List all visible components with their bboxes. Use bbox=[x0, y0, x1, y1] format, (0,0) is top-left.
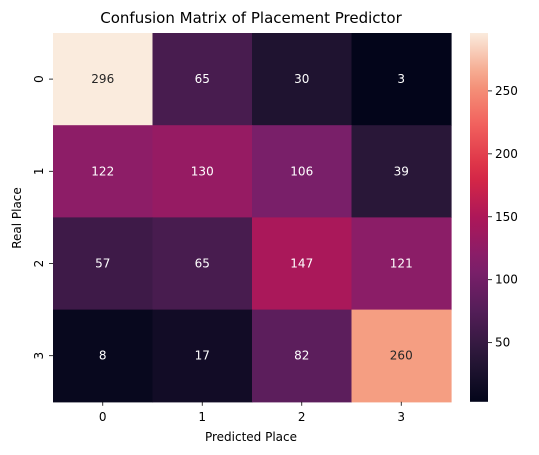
heatmap-cell bbox=[351, 309, 452, 403]
cell-value-label: 260 bbox=[390, 349, 413, 363]
cell-value-label: 121 bbox=[390, 257, 413, 271]
heatmap-cell bbox=[53, 217, 154, 311]
cell-value-label: 122 bbox=[91, 164, 114, 178]
chart-title: Confusion Matrix of Placement Predictor bbox=[100, 9, 402, 27]
cell-value-label: 65 bbox=[195, 72, 210, 86]
heatmap-cell bbox=[351, 33, 452, 126]
y-tick-label: 3 bbox=[32, 352, 46, 360]
heatmap-cell bbox=[152, 309, 253, 403]
y-tick-label: 2 bbox=[32, 260, 46, 268]
heatmap-cell bbox=[53, 33, 154, 126]
colorbar-tick-label: 100 bbox=[495, 273, 518, 287]
x-tick-label: 2 bbox=[298, 410, 306, 424]
y-tick-label: 0 bbox=[32, 75, 46, 83]
colorbar-gradient bbox=[470, 33, 488, 402]
heatmap-cell bbox=[152, 217, 253, 311]
heatmap-cell bbox=[252, 309, 353, 403]
heatmap-cell bbox=[152, 125, 253, 218]
heatmap-cell bbox=[252, 125, 353, 218]
x-tick-label: 0 bbox=[99, 410, 107, 424]
heatmap-cell bbox=[252, 217, 353, 311]
y-axis: 0 1 2 3 bbox=[32, 75, 53, 360]
heatmap-cell bbox=[53, 309, 154, 403]
cell-value-label: 147 bbox=[290, 257, 313, 271]
colorbar-tick-label: 150 bbox=[495, 210, 518, 224]
colorbar-tick-label: 250 bbox=[495, 84, 518, 98]
x-axis-label: Predicted Place bbox=[205, 430, 297, 444]
cell-value-label: 130 bbox=[191, 164, 214, 178]
x-axis: 0 1 2 3 bbox=[99, 401, 405, 424]
heatmap-cell bbox=[351, 217, 452, 311]
cell-value-label: 39 bbox=[394, 164, 409, 178]
cell-value-label: 8 bbox=[99, 349, 107, 363]
heatmap-cells: 296 65 30 3 122 130 106 39 57 65 147 121 8 17 82 260 bbox=[53, 33, 452, 403]
colorbar-tick-label: 200 bbox=[495, 147, 518, 161]
colorbar-tick-label: 50 bbox=[495, 336, 510, 350]
heatmap-cell bbox=[351, 125, 452, 218]
cell-value-label: 296 bbox=[91, 72, 114, 86]
colorbar: 50 100 150 200 250 bbox=[470, 33, 518, 402]
cell-value-label: 17 bbox=[195, 349, 210, 363]
y-axis-label: Real Place bbox=[10, 187, 24, 249]
cell-value-label: 30 bbox=[294, 72, 309, 86]
heatmap-cell bbox=[252, 33, 353, 126]
heatmap-cell bbox=[152, 33, 253, 126]
x-tick-label: 3 bbox=[397, 410, 405, 424]
cell-value-label: 57 bbox=[95, 257, 110, 271]
cell-value-label: 82 bbox=[294, 349, 309, 363]
x-tick-label: 1 bbox=[198, 410, 206, 424]
cell-value-label: 106 bbox=[290, 164, 313, 178]
y-tick-label: 1 bbox=[32, 167, 46, 175]
cell-value-label: 3 bbox=[397, 72, 405, 86]
cell-value-label: 65 bbox=[195, 257, 210, 271]
heatmap-cell bbox=[53, 125, 154, 218]
